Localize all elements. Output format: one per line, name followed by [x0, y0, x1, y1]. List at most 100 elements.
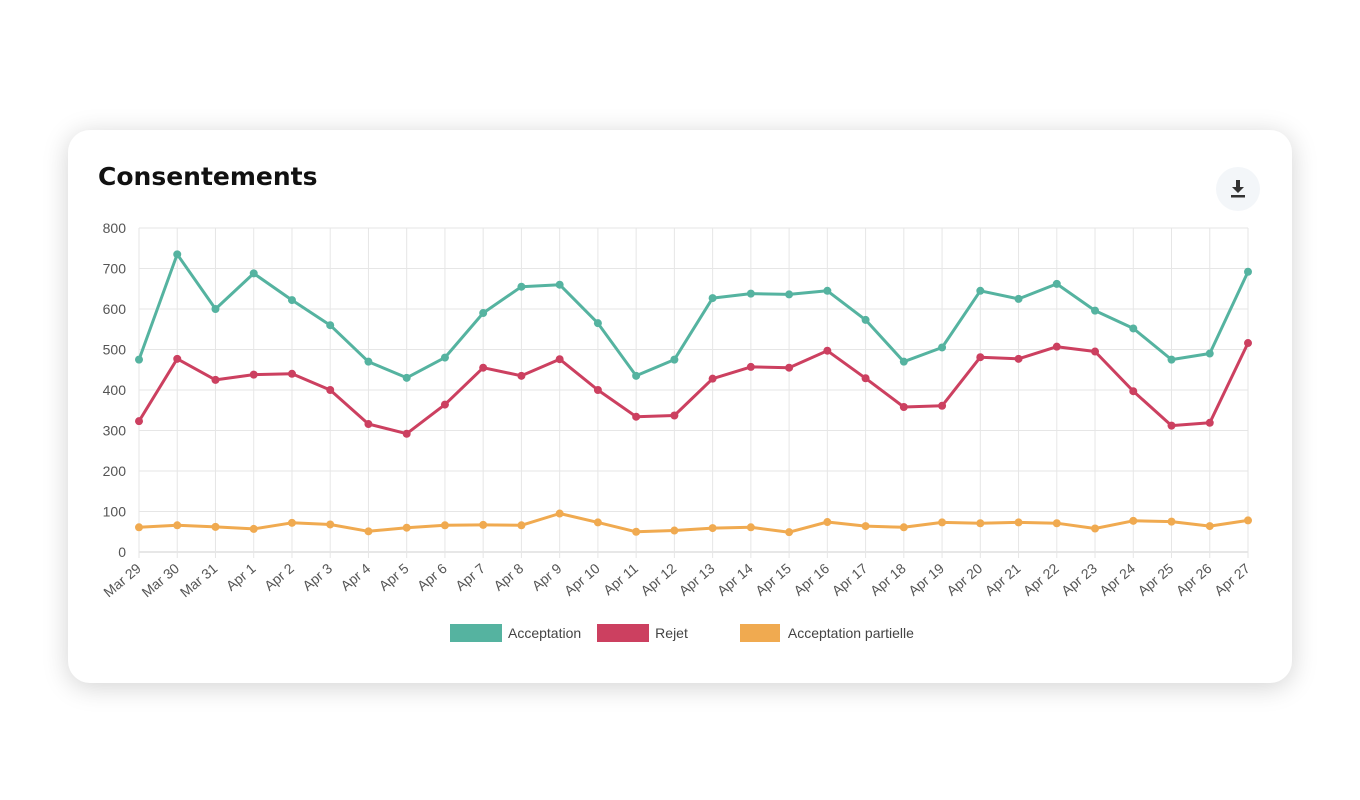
data-point[interactable] [785, 363, 794, 372]
legend-item-acceptation[interactable]: Acceptation [450, 624, 581, 642]
data-point[interactable] [1091, 347, 1100, 356]
data-point[interactable] [517, 371, 526, 380]
data-point[interactable] [517, 282, 526, 291]
data-point[interactable] [326, 520, 335, 529]
data-point[interactable] [899, 403, 908, 412]
legend-label: Rejet [655, 625, 688, 641]
data-point[interactable] [555, 509, 564, 518]
data-point[interactable] [1052, 342, 1061, 351]
data-point[interactable] [1014, 294, 1023, 303]
data-point[interactable] [1167, 421, 1176, 430]
data-point[interactable] [708, 294, 717, 303]
data-point[interactable] [1244, 516, 1252, 525]
data-point[interactable] [823, 346, 832, 355]
data-point[interactable] [861, 374, 870, 383]
data-point[interactable] [326, 321, 335, 330]
data-point[interactable] [326, 386, 335, 394]
data-point[interactable] [479, 309, 488, 318]
data-point[interactable] [402, 523, 411, 532]
data-point[interactable] [211, 375, 220, 384]
legend-swatch [739, 624, 780, 642]
legend-item-acceptation-partielle[interactable]: Acceptation partielle [739, 624, 914, 642]
data-point[interactable] [287, 296, 296, 305]
data-point[interactable] [1129, 324, 1138, 333]
data-point[interactable] [632, 412, 641, 421]
data-point[interactable] [823, 518, 832, 527]
data-point[interactable] [1052, 279, 1061, 288]
data-point[interactable] [1167, 517, 1176, 526]
data-point[interactable] [249, 269, 258, 278]
data-point[interactable] [938, 401, 947, 410]
data-point[interactable] [440, 400, 449, 409]
data-point[interactable] [1091, 306, 1100, 315]
data-point[interactable] [785, 528, 794, 537]
data-point[interactable] [555, 280, 564, 289]
data-point[interactable] [899, 357, 908, 366]
data-point[interactable] [1167, 355, 1176, 364]
data-point[interactable] [708, 374, 717, 383]
x-tick-label: Apr 2 [261, 560, 297, 594]
data-point[interactable] [823, 286, 832, 295]
data-point[interactable] [632, 527, 641, 536]
data-point[interactable] [479, 520, 488, 529]
data-point[interactable] [1205, 349, 1214, 358]
download-button[interactable] [1216, 167, 1260, 211]
data-point[interactable] [1052, 519, 1061, 528]
data-point[interactable] [708, 524, 717, 533]
data-point[interactable] [938, 518, 947, 527]
data-point[interactable] [555, 355, 564, 364]
data-point[interactable] [517, 521, 526, 530]
data-point[interactable] [670, 411, 679, 420]
data-point[interactable] [976, 519, 985, 528]
data-point[interactable] [1244, 267, 1252, 276]
data-point[interactable] [1129, 387, 1138, 396]
data-point[interactable] [976, 353, 985, 362]
data-point[interactable] [1244, 339, 1252, 348]
data-point[interactable] [287, 518, 296, 527]
data-point[interactable] [211, 305, 220, 313]
data-point[interactable] [440, 521, 449, 530]
data-point[interactable] [249, 524, 258, 533]
data-point[interactable] [402, 429, 411, 438]
data-point[interactable] [593, 386, 602, 394]
data-point[interactable] [1091, 524, 1100, 533]
data-point[interactable] [593, 319, 602, 328]
data-point[interactable] [1205, 522, 1214, 531]
data-point[interactable] [976, 286, 985, 295]
data-point[interactable] [1014, 518, 1023, 527]
data-point[interactable] [899, 523, 908, 532]
data-point[interactable] [1014, 354, 1023, 363]
data-point[interactable] [785, 290, 794, 299]
x-tick-label: Apr 22 [1020, 560, 1062, 599]
data-point[interactable] [249, 370, 258, 379]
data-point[interactable] [861, 522, 870, 531]
data-point[interactable] [440, 353, 449, 362]
data-point[interactable] [746, 523, 755, 532]
data-point[interactable] [746, 289, 755, 298]
data-point[interactable] [173, 521, 182, 530]
data-point[interactable] [670, 526, 679, 535]
data-point[interactable] [670, 355, 679, 364]
data-point[interactable] [364, 420, 373, 429]
data-point[interactable] [1205, 418, 1214, 427]
data-point[interactable] [135, 417, 143, 426]
data-point[interactable] [173, 354, 182, 363]
data-point[interactable] [211, 522, 220, 531]
data-point[interactable] [746, 362, 755, 371]
data-point[interactable] [135, 355, 143, 364]
data-point[interactable] [135, 523, 143, 532]
data-point[interactable] [364, 527, 373, 536]
data-point[interactable] [632, 371, 641, 380]
data-point[interactable] [861, 315, 870, 324]
legend-item-rejet[interactable]: Rejet [597, 624, 688, 642]
data-point[interactable] [479, 363, 488, 372]
legend: Acceptation Rejet Acceptation partielle [450, 624, 914, 642]
y-tick-label: 700 [103, 261, 127, 277]
data-point[interactable] [173, 250, 182, 259]
data-point[interactable] [1129, 516, 1138, 525]
data-point[interactable] [593, 518, 602, 527]
data-point[interactable] [938, 343, 947, 352]
data-point[interactable] [287, 369, 296, 378]
data-point[interactable] [364, 357, 373, 366]
data-point[interactable] [402, 373, 411, 382]
